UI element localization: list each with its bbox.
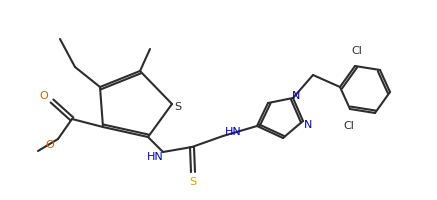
- Text: N: N: [304, 119, 312, 129]
- Text: S: S: [174, 101, 181, 111]
- Text: HN: HN: [147, 151, 163, 161]
- Text: Cl: Cl: [351, 46, 362, 56]
- Text: O: O: [45, 139, 54, 149]
- Text: N: N: [292, 91, 300, 100]
- Text: HN: HN: [225, 126, 241, 136]
- Text: S: S: [189, 176, 197, 186]
- Text: O: O: [40, 91, 49, 100]
- Text: Cl: Cl: [343, 120, 354, 130]
